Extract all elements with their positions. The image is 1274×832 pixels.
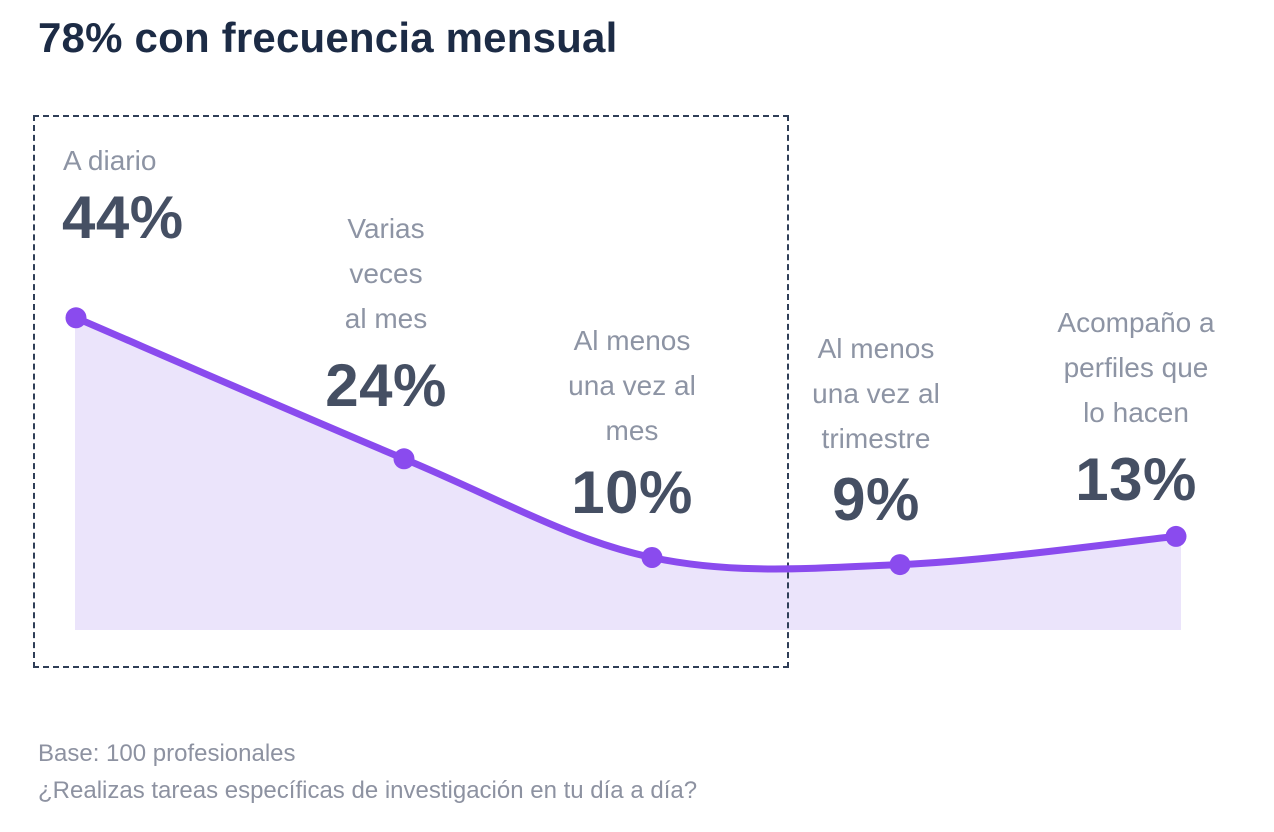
data-point-dot — [1165, 525, 1187, 547]
survey-question: ¿Realizas tareas específicas de investig… — [38, 777, 698, 804]
data-point-dot — [889, 554, 911, 576]
value-label: 10% — [571, 459, 693, 526]
category-label-line: una vez al — [812, 378, 940, 409]
data-point-dot — [641, 547, 663, 568]
category-label: Al menos una vez al mes — [568, 318, 696, 453]
value-label: 9% — [832, 466, 920, 533]
category-label-line: Al menos — [817, 333, 935, 364]
value-label: 13% — [1075, 446, 1197, 513]
category-label: Varias veces al mes — [345, 206, 427, 341]
area-fill — [75, 317, 1181, 630]
category-label-line: lo hacen — [1083, 397, 1189, 428]
category-label: Al menos una vez al trimestre — [812, 326, 940, 461]
category-label-line: una vez al — [568, 370, 696, 401]
category-label-line: al mes — [344, 303, 428, 334]
value-label: 44% — [62, 184, 184, 251]
value-label: 24% — [325, 352, 447, 419]
data-point-dot — [65, 307, 87, 329]
category-label-line: Acompaño a — [1057, 307, 1215, 338]
data-points-group — [65, 307, 1187, 576]
data-point-dot — [393, 448, 415, 470]
category-label-line: Varias — [347, 213, 425, 244]
category-label-line: veces — [349, 258, 423, 289]
category-label-line: trimestre — [821, 423, 931, 454]
category-label-line: mes — [605, 415, 659, 446]
category-label-line: perfiles que — [1063, 352, 1209, 383]
base-note: Base: 100 profesionales — [38, 740, 296, 767]
highlight-box — [33, 115, 789, 668]
category-label: Acompaño a perfiles que lo hacen — [1057, 300, 1214, 435]
page-title: 78% con frecuencia mensual — [38, 14, 618, 61]
category-label-line: A diario — [63, 145, 157, 176]
category-label: A diario — [63, 138, 156, 183]
category-label-line: Al menos — [573, 325, 691, 356]
